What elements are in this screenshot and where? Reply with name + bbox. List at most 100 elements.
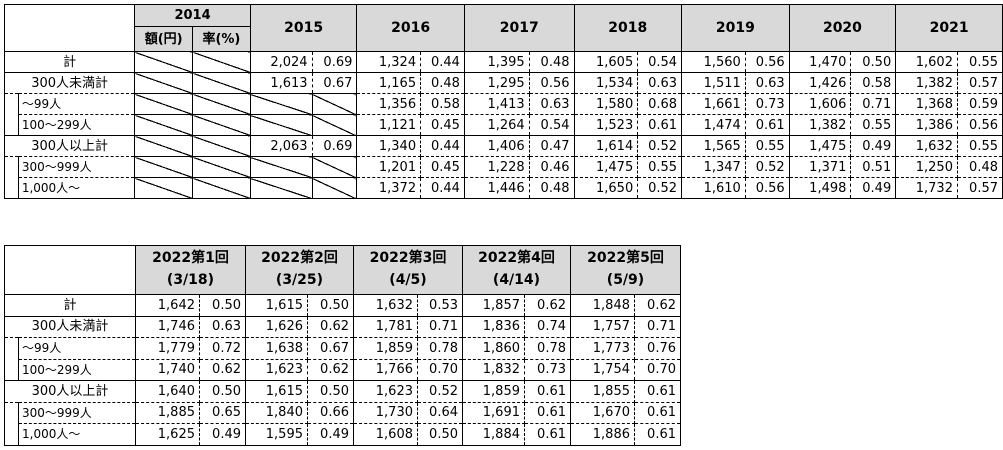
diagonal-empty-cell — [134, 51, 194, 73]
rate-cell: 0.51 — [850, 156, 897, 178]
rate-subheader: 率(%) — [192, 26, 251, 52]
rate-cell: 0.46 — [529, 156, 575, 178]
amount-cell: 1,560 — [681, 51, 746, 73]
row-label: 100～299人 — [17, 114, 136, 136]
amount-cell: 1,295 — [463, 72, 530, 94]
diagonal-empty-cell — [311, 156, 358, 178]
rate-cell: 0.58 — [420, 93, 465, 115]
amount-cell: 1,632 — [895, 135, 958, 157]
amount-cell: 1,324 — [356, 51, 422, 73]
rate-cell: 0.69 — [312, 51, 358, 73]
amount-cell: 1,511 — [681, 72, 746, 94]
table-row: 100～299人 1,121 0.45 1,264 0.54 1,523 0.61 1,474… — [4, 114, 1003, 136]
diagonal-empty-cell — [192, 114, 251, 136]
table-row: 1,000人～ 1,625 0.49 1,595 0.49 1,608 0.50 1,884 0… — [4, 423, 681, 446]
amount-cell: 1,615 — [245, 380, 308, 403]
table-row: 計 1,642 0.50 1,615 0.50 1,632 0.53 1,857 0.62 1,8… — [4, 294, 681, 317]
table-row: 300人未満計 1,613 0.67 1,165 0.48 1,295 0.56 1,534 0… — [3, 72, 1003, 94]
amount-cell: 1,740 — [135, 359, 200, 381]
rate-cell: 0.76 — [634, 337, 681, 360]
rate-cell: 0.63 — [637, 72, 683, 94]
amount-cell: 1,615 — [245, 294, 308, 317]
rate-cell: 0.70 — [417, 359, 463, 381]
amount-cell: 1,757 — [570, 315, 635, 338]
amount-cell: 1,623 — [245, 359, 308, 381]
row-label: 300人以上計 — [3, 135, 136, 157]
diagonal-empty-cell — [249, 156, 313, 178]
diagonal-empty-cell — [249, 93, 313, 115]
rate-cell: 0.65 — [199, 402, 246, 424]
diagonal-empty-cell — [192, 135, 251, 157]
indent-cell — [4, 93, 19, 115]
amount-cell: 1,613 — [249, 72, 313, 94]
amount-cell: 1,340 — [356, 135, 422, 157]
diagonal-empty-cell — [134, 135, 194, 157]
rate-cell: 0.64 — [417, 402, 463, 424]
diagonal-empty-cell — [134, 156, 194, 178]
rate-cell: 0.78 — [417, 337, 463, 360]
diagonal-empty-cell — [192, 93, 251, 115]
amount-cell: 1,610 — [681, 177, 746, 199]
rate-cell: 0.48 — [957, 156, 1003, 178]
indent-cell — [4, 402, 19, 424]
amount-cell: 1,886 — [570, 423, 635, 446]
amount-cell: 1,406 — [463, 135, 530, 157]
year-header: 2019 — [681, 4, 790, 52]
round-date: (3/18) — [166, 272, 215, 288]
amount-subheader: 額(円) — [134, 26, 194, 52]
amount-cell: 1,638 — [245, 337, 308, 360]
rate-cell: 0.69 — [312, 135, 358, 157]
amount-cell: 1,670 — [570, 402, 635, 424]
rate-cell: 0.52 — [637, 177, 683, 199]
table-row: 計 2,024 0.69 1,324 0.44 1,395 0.48 1,605 0.54 1,5… — [3, 51, 1003, 73]
amount-cell: 1,602 — [895, 51, 958, 73]
row-label: 300人以上計 — [4, 380, 136, 403]
amount-cell: 1,534 — [573, 72, 639, 94]
rate-cell: 0.57 — [957, 177, 1003, 199]
year-header: 2016 — [356, 4, 465, 52]
diagonal-empty-cell — [192, 72, 251, 94]
indent-cell — [4, 423, 19, 446]
rate-cell: 0.73 — [524, 359, 571, 381]
rate-cell: 0.44 — [420, 51, 465, 73]
amount-cell: 1,347 — [681, 156, 746, 178]
amount-cell: 1,595 — [245, 423, 308, 446]
row-label: 1,000人～ — [18, 423, 136, 446]
diagonal-empty-cell — [134, 72, 194, 94]
amount-cell: 1,228 — [463, 156, 530, 178]
amount-cell: 1,860 — [462, 337, 525, 360]
rate-cell: 0.52 — [417, 380, 463, 403]
year-header: 2018 — [573, 4, 683, 52]
amount-cell: 1,832 — [462, 359, 525, 381]
rate-cell: 0.67 — [312, 72, 358, 94]
amount-cell: 1,395 — [463, 51, 530, 73]
amount-cell: 1,884 — [462, 423, 525, 446]
amount-cell: 1,121 — [356, 114, 422, 136]
row-label: 300～999人 — [18, 402, 136, 424]
row-label: ～99人 — [17, 93, 136, 115]
amount-cell: 1,250 — [895, 156, 958, 178]
rate-cell: 0.48 — [529, 177, 575, 199]
rate-cell: 0.45 — [420, 156, 465, 178]
amount-cell: 1,565 — [681, 135, 746, 157]
amount-cell: 1,632 — [353, 294, 418, 317]
table-row: ～99人 1,779 0.72 1,638 0.67 1,859 0.78 1,860 0.78… — [4, 337, 681, 360]
round-header: 2022第1回 (3/18) — [135, 245, 246, 295]
row-label: ～99人 — [18, 337, 136, 360]
rate-cell: 0.55 — [957, 135, 1003, 157]
amount-cell: 1,475 — [573, 156, 639, 178]
table-row: 300人未満計 1,746 0.63 1,626 0.62 1,781 0.71 1,836 0… — [4, 315, 681, 338]
table-row: 1,000人～ 1,372 0.44 1,446 0.48 1,650 0.52 1,610 0… — [4, 177, 1003, 199]
amount-cell: 1,614 — [573, 135, 639, 157]
rate-cell: 0.59 — [957, 93, 1003, 115]
amount-cell: 1,356 — [356, 93, 422, 115]
diagonal-empty-cell — [192, 51, 251, 73]
diagonal-empty-cell — [134, 93, 194, 115]
rate-cell: 0.44 — [420, 177, 465, 199]
amount-cell: 1,642 — [135, 294, 200, 317]
rate-cell: 0.48 — [529, 51, 575, 73]
rate-cell: 0.49 — [199, 423, 246, 446]
rate-cell: 0.62 — [307, 359, 354, 381]
round-title: 2022第2回 — [261, 250, 338, 267]
rate-cell: 0.61 — [634, 423, 681, 446]
